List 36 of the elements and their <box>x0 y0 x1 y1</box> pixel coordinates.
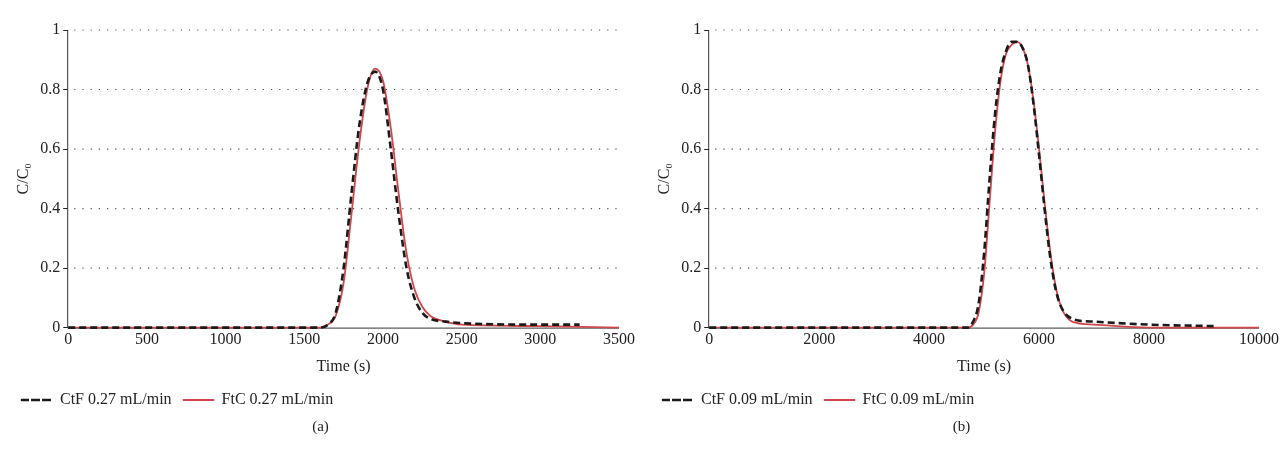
x-tick-label: 2500 <box>445 330 478 348</box>
y-tick-label: 1 <box>52 20 61 38</box>
y-tick-label: 0.8 <box>40 79 61 97</box>
x-tick-label: 1500 <box>288 330 321 348</box>
legend-label: CtF 0.27 mL/min <box>60 390 172 408</box>
y-tick-label: 0.8 <box>681 79 702 97</box>
y-tick-label: 0.6 <box>681 139 702 157</box>
y-tick-label: 0.4 <box>40 198 61 216</box>
x-tick-label: 3500 <box>603 330 635 348</box>
y-tick-label: 0 <box>693 317 702 335</box>
x-tick-label: 2000 <box>803 330 836 348</box>
y-tick-label: 0.4 <box>681 198 702 216</box>
x-tick-label: 2000 <box>366 330 399 348</box>
x-tick-label: 3000 <box>524 330 557 348</box>
x-tick-label: 10000 <box>1239 330 1279 348</box>
y-tick-label: 0.2 <box>40 258 61 276</box>
legend-label: FtC 0.09 mL/min <box>862 390 975 408</box>
y-tick-label: 1 <box>693 20 702 38</box>
y-tick-label: 0.6 <box>40 139 61 157</box>
y-axis-title: C/C₀ <box>654 163 672 195</box>
x-tick-label: 4000 <box>913 330 946 348</box>
text: (a) <box>311 418 330 436</box>
x-tick-label: 1000 <box>209 330 242 348</box>
y-axis-title: C/C₀ <box>13 163 31 195</box>
legend-label: CtF 0.09 mL/min <box>701 390 813 408</box>
x-tick-label: 6000 <box>1023 330 1056 348</box>
x-tick-label: 0 <box>705 330 714 348</box>
x-axis-title: Time (s) <box>957 356 1012 375</box>
x-tick-label: 8000 <box>1133 330 1166 348</box>
x-tick-label: 500 <box>134 330 159 348</box>
y-tick-label: 0.2 <box>681 258 702 276</box>
y-tick-label: 0 <box>52 317 61 335</box>
legend-label: FtC 0.27 mL/min <box>221 390 334 408</box>
x-axis-title: Time (s) <box>316 356 371 375</box>
text: (b) <box>951 418 972 436</box>
x-tick-label: 0 <box>64 330 73 348</box>
